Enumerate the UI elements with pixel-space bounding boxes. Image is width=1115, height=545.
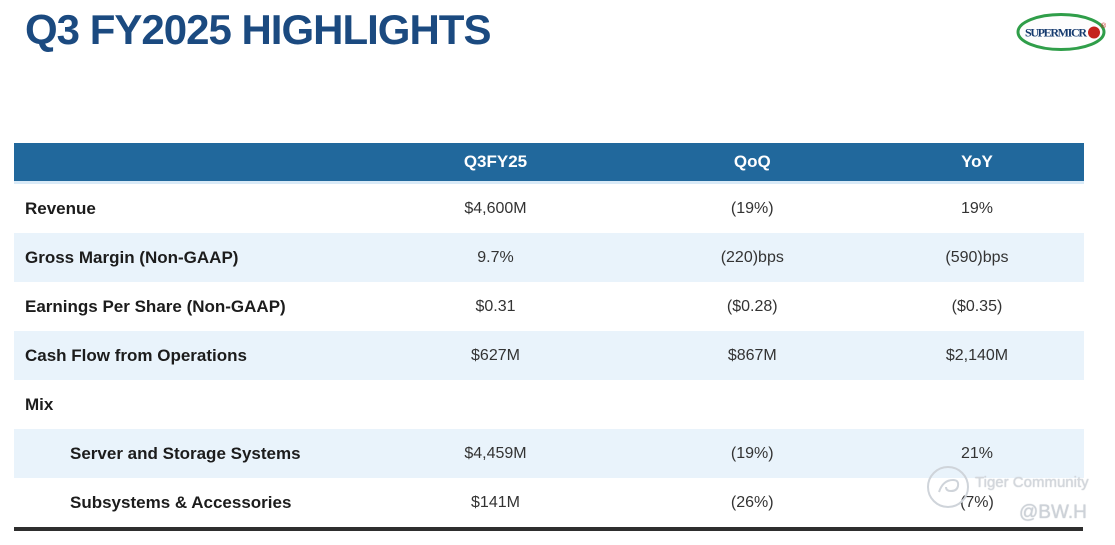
bottom-rule xyxy=(14,527,1083,531)
row-label: Revenue xyxy=(25,198,96,218)
row-value-qoq: (19%) xyxy=(730,199,774,217)
row-value-yoy: 19% xyxy=(960,199,993,217)
row-label: Subsystems & Accessories xyxy=(70,492,292,512)
header-qoq: QoQ xyxy=(733,152,771,171)
row-value-q3fy25: $0.31 xyxy=(475,297,516,315)
supermicro-logo: SUPERMICR ® xyxy=(1016,13,1107,51)
row-value-yoy: ($0.35) xyxy=(951,297,1003,315)
row-value-q3fy25: $141M xyxy=(471,493,520,511)
row-value-qoq: ($0.28) xyxy=(726,297,778,315)
row-label: Server and Storage Systems xyxy=(70,443,301,463)
table-row-revenue: Revenue $4,600M (19%) 19% xyxy=(14,184,1084,233)
table-row-server-storage: Server and Storage Systems $4,459M (19%)… xyxy=(14,429,1084,478)
row-value-yoy: 21% xyxy=(960,444,993,462)
table-row-cash-flow: Cash Flow from Operations $627M $867M $2… xyxy=(14,331,1084,380)
logo-red-o xyxy=(1088,26,1100,39)
row-value-yoy: $2,140M xyxy=(945,346,1009,364)
row-value-q3fy25: $4,600M xyxy=(464,199,527,217)
row-value-q3fy25: $4,459M xyxy=(464,444,527,462)
row-value-qoq: $867M xyxy=(727,346,777,364)
row-value-qoq: (19%) xyxy=(730,444,774,462)
table-row-eps: Earnings Per Share (Non-GAAP) $0.31 ($0.… xyxy=(14,282,1084,331)
row-label: Gross Margin (Non-GAAP) xyxy=(25,247,239,267)
header-q3fy25: Q3FY25 xyxy=(463,152,528,171)
table-row-gross-margin: Gross Margin (Non-GAAP) 9.7% (220)bps (5… xyxy=(14,233,1084,282)
row-value-q3fy25: $627M xyxy=(471,346,520,364)
row-value-q3fy25: 9.7% xyxy=(477,248,514,266)
highlights-table: Q3FY25 QoQ YoY Revenue $4,600M (19%) 19%… xyxy=(14,143,1084,527)
row-value-yoy: (7%) xyxy=(960,493,994,511)
logo-brand-text: SUPERMICR xyxy=(1025,26,1087,40)
header-yoy: YoY xyxy=(961,152,993,171)
row-value-qoq: (220)bps xyxy=(720,248,784,266)
page-title: Q3 FY2025 HIGHLIGHTS xyxy=(25,6,491,53)
row-label: Earnings Per Share (Non-GAAP) xyxy=(25,296,286,316)
row-label: Mix xyxy=(25,394,54,414)
table-header-row: Q3FY25 QoQ YoY xyxy=(14,143,1084,184)
logo-trademark: ® xyxy=(1101,22,1107,30)
table-row-subsystems: Subsystems & Accessories $141M (26%) (7%… xyxy=(14,478,1084,527)
row-label: Cash Flow from Operations xyxy=(25,345,247,365)
row-value-qoq: (26%) xyxy=(730,493,774,511)
table-row-mix: Mix xyxy=(14,380,1084,429)
logo-ellipse xyxy=(1016,13,1106,51)
row-value-yoy: (590)bps xyxy=(945,248,1009,266)
